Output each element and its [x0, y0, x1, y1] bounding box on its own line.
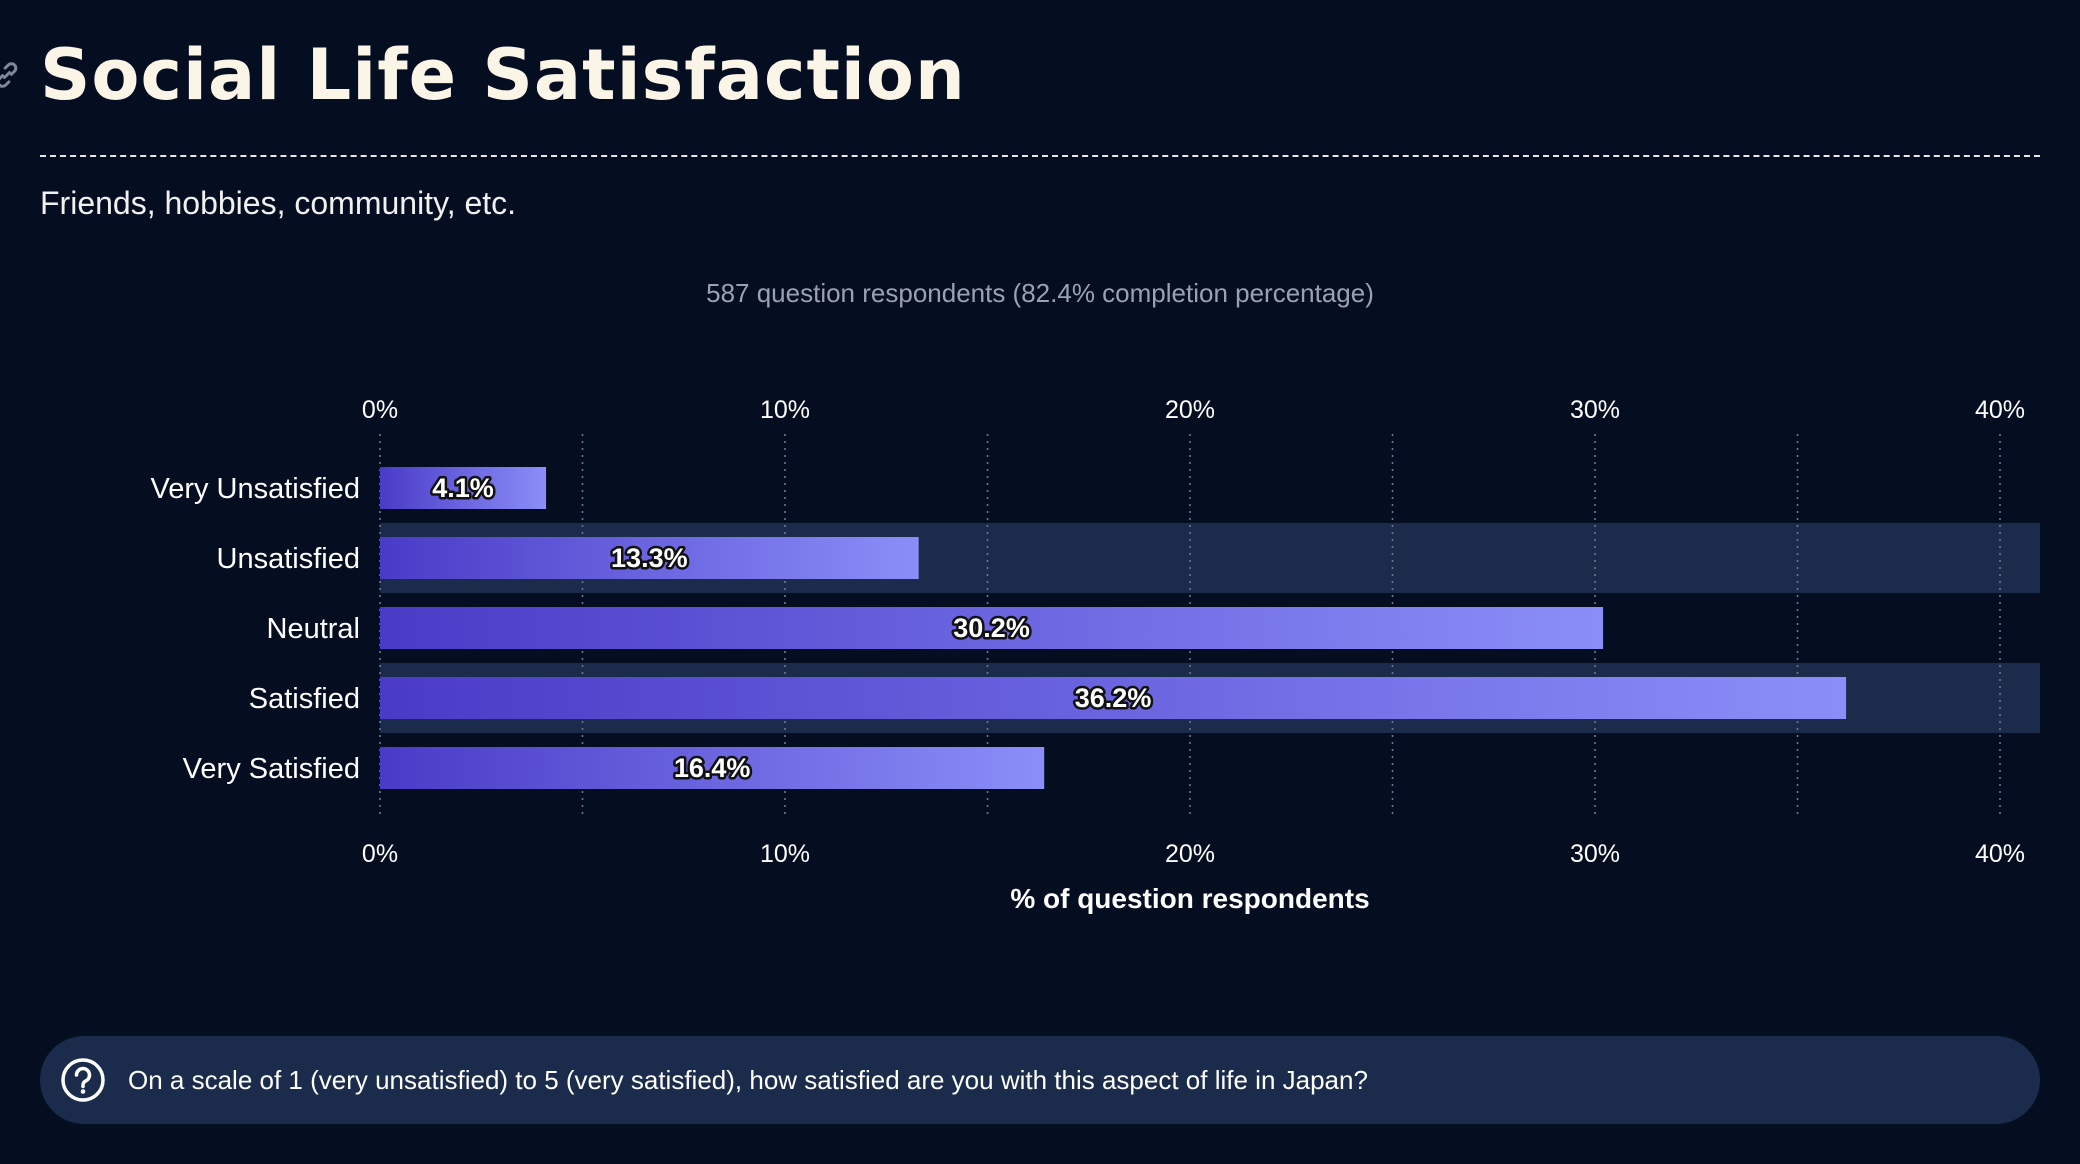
value-label: 4.1%	[432, 473, 494, 503]
x-tick-label-top: 0%	[362, 396, 398, 424]
bar	[380, 467, 547, 509]
question-text: On a scale of 1 (very unsatisfied) to 5 …	[128, 1064, 1368, 1095]
x-tick-label-top: 30%	[1570, 396, 1620, 424]
category-label: Very Unsatisfied	[150, 473, 360, 505]
value-label: 36.2%	[1075, 683, 1152, 713]
bar	[380, 677, 1847, 719]
x-tick-label-top: 20%	[1165, 396, 1215, 424]
category-label: Neutral	[267, 613, 361, 645]
category-label: Unsatisfied	[217, 543, 360, 575]
x-tick-label-bottom: 30%	[1570, 840, 1620, 868]
page-title: Social Life Satisfaction	[40, 34, 966, 116]
x-tick-label-top: 40%	[1975, 396, 2025, 424]
bar-chart: Very Unsatisfied 4.1% Unsatisfied 13.3% Neut…	[150, 396, 2040, 914]
x-tick-label-bottom: 10%	[760, 840, 810, 868]
bar	[380, 607, 1604, 649]
question-circle-icon	[61, 1058, 105, 1102]
bar	[380, 747, 1045, 789]
respondents-count: 587 question respondents (82.4% completi…	[706, 278, 1374, 308]
x-tick-label-bottom: 20%	[1165, 840, 1215, 868]
x-axis-label: % of question respondents	[1010, 883, 1369, 914]
title-divider	[40, 155, 2040, 157]
value-label: 30.2%	[953, 613, 1030, 643]
value-label: 16.4%	[674, 753, 751, 783]
x-tick-label-top: 10%	[760, 396, 810, 424]
bar	[380, 537, 919, 579]
link-icon[interactable]	[0, 60, 22, 90]
x-tick-label-bottom: 40%	[1975, 840, 2025, 868]
page-subtitle: Friends, hobbies, community, etc.	[40, 185, 517, 221]
category-label: Very Satisfied	[183, 753, 360, 785]
question-box: On a scale of 1 (very unsatisfied) to 5 …	[40, 1036, 2040, 1124]
x-tick-label-bottom: 0%	[362, 840, 398, 868]
category-label: Satisfied	[249, 683, 360, 715]
value-label: 13.3%	[611, 543, 688, 573]
